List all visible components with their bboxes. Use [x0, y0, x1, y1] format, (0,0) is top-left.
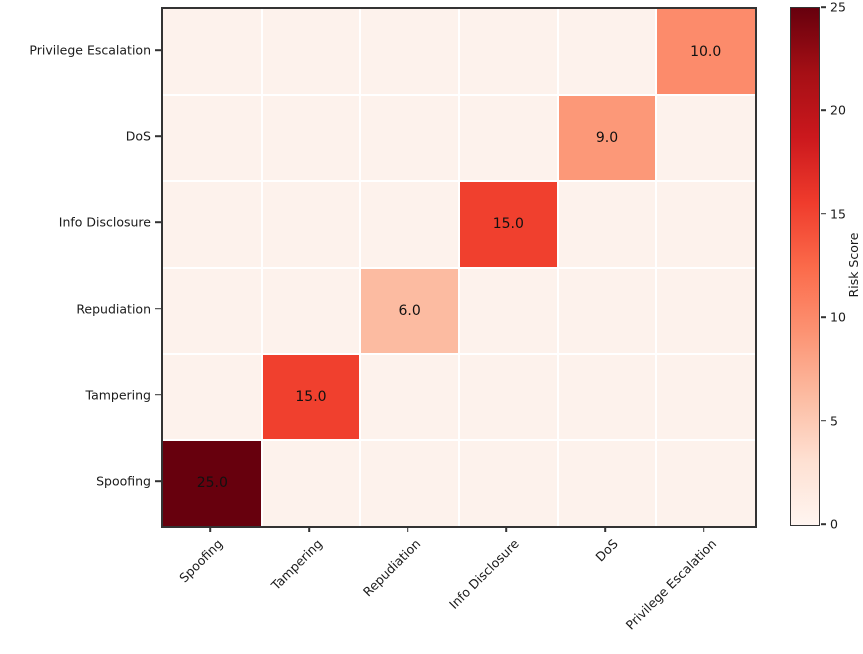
- colorbar-label: Risk Score: [846, 232, 861, 298]
- colorbar-tick-mark: [821, 316, 826, 318]
- y-tick-label: Tampering: [85, 387, 152, 403]
- heatmap-cell: 25.0: [163, 439, 262, 526]
- y-tick-label: Info Disclosure: [58, 214, 151, 230]
- y-tick-label: DoS: [125, 128, 151, 144]
- colorbar-tick-mark: [821, 213, 826, 215]
- y-tick-mark: [155, 49, 161, 51]
- colorbar-tick-mark: [821, 6, 826, 8]
- y-tick-label: Repudiation: [76, 301, 151, 317]
- colorbar: [790, 7, 820, 526]
- x-tick-mark: [604, 526, 606, 532]
- grid-line-vertical: [655, 9, 658, 526]
- heatmap-cell-value: 10.0: [690, 44, 722, 61]
- heatmap-cell-value: 15.0: [492, 216, 524, 233]
- heatmap-cell: 10.0: [656, 9, 755, 96]
- grid-line-horizontal: [163, 438, 755, 441]
- y-tick-label: Privilege Escalation: [29, 42, 151, 58]
- colorbar-tick-mark: [821, 109, 826, 112]
- colorbar-tick-label: 0: [830, 516, 838, 532]
- x-tick-mark: [308, 526, 310, 532]
- colorbar-tick-mark: [821, 419, 826, 422]
- x-tick-mark: [702, 526, 705, 532]
- x-tick-label: Privilege Escalation: [622, 536, 720, 633]
- y-tick-mark: [155, 221, 161, 224]
- x-tick-label: Spoofing: [176, 536, 226, 586]
- heatmap-cell-value: 15.0: [295, 388, 327, 405]
- y-tick-label: Spoofing: [96, 473, 151, 489]
- x-tick-label: Tampering: [267, 536, 325, 593]
- x-tick-label: Repudiation: [359, 536, 424, 600]
- colorbar-tick-mark: [821, 523, 826, 525]
- y-tick-mark: [155, 307, 161, 310]
- y-tick-mark: [155, 135, 161, 138]
- colorbar-tick-label: 5: [830, 413, 838, 429]
- colorbar-tick-label: 10: [830, 309, 846, 325]
- heatmap-cell: 6.0: [360, 267, 459, 354]
- grid-line-vertical: [556, 9, 559, 526]
- x-tick-label: DoS: [592, 536, 621, 565]
- x-tick-mark: [505, 526, 508, 532]
- heatmap-plot-area: 10.0 9.0 15.0 6.0 15.0 25.0: [161, 7, 757, 528]
- heatmap-cell: 15.0: [261, 353, 361, 440]
- x-tick-mark: [209, 526, 212, 532]
- y-tick-mark: [155, 480, 161, 482]
- heatmap-cell-value: 6.0: [398, 302, 421, 319]
- heatmap-cell-value: 25.0: [196, 474, 228, 491]
- heatmap-cell: 9.0: [557, 95, 657, 182]
- heatmap-cell: 15.0: [459, 181, 558, 268]
- x-tick-label: Info Disclosure: [446, 536, 522, 612]
- x-tick-mark: [406, 526, 409, 532]
- grid-line-horizontal: [163, 352, 755, 355]
- colorbar-tick-label: 20: [830, 102, 846, 118]
- y-tick-mark: [155, 393, 161, 396]
- heatmap-cell-value: 9.0: [595, 130, 619, 147]
- grid-line-horizontal: [163, 266, 755, 269]
- colorbar-tick-label: 15: [830, 206, 846, 222]
- colorbar-tick-label: 25: [830, 0, 846, 15]
